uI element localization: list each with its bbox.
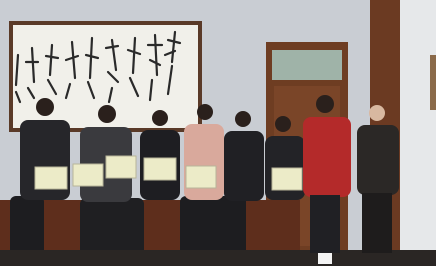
page: {}: [0, 0, 436, 266]
chair: [80, 198, 144, 256]
table: [0, 200, 300, 250]
chair: [180, 196, 246, 256]
door-window: [272, 50, 342, 80]
certificate: [35, 167, 67, 189]
certificate: [106, 156, 136, 178]
certificate: [272, 168, 302, 190]
wall-right: [400, 0, 436, 266]
certificate: [73, 164, 103, 186]
chair: [10, 196, 44, 256]
certificate: [144, 158, 176, 180]
certificate: [186, 166, 216, 188]
frame-edge: [430, 55, 436, 110]
photo: [0, 0, 436, 266]
